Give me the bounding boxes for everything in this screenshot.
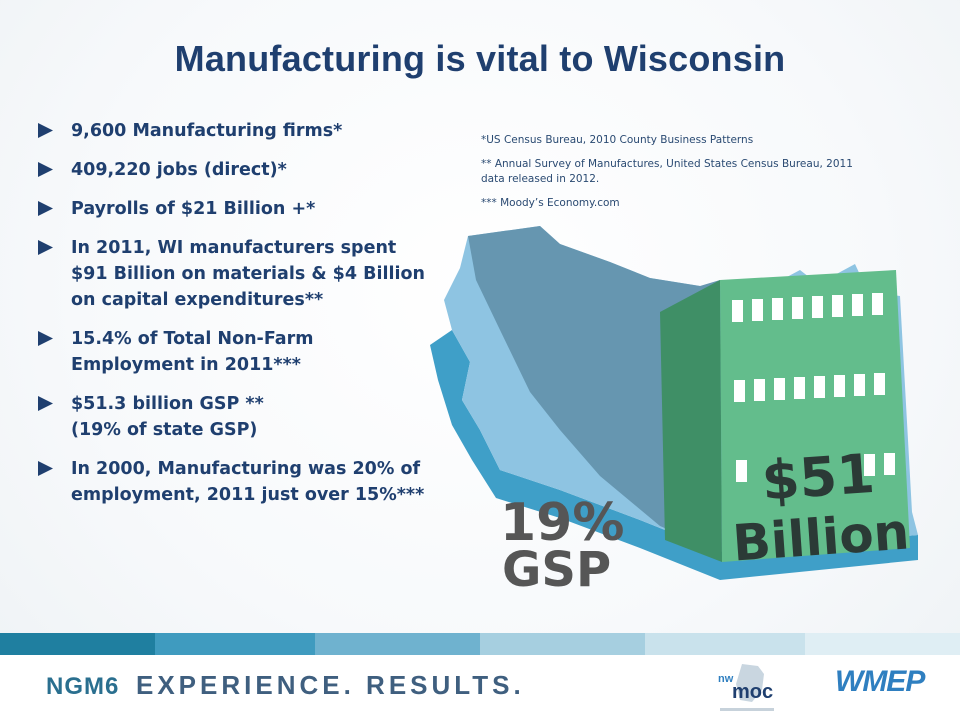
bullet-text: 9,600 Manufacturing firms* bbox=[71, 121, 343, 141]
ngm6-logo: NGM6 bbox=[44, 672, 126, 698]
stripe-segment bbox=[155, 633, 315, 655]
bullet-text: 15.4% of Total Non-Farm Employment in 20… bbox=[71, 329, 314, 375]
bullet-list: 9,600 Manufacturing firms* 409,220 jobs … bbox=[36, 118, 456, 521]
building-windows bbox=[732, 293, 895, 482]
building-front bbox=[720, 270, 910, 562]
stripe-segment bbox=[645, 633, 805, 655]
arrow-bullet-icon bbox=[38, 240, 53, 255]
gsp-label: GSP bbox=[502, 542, 611, 598]
nwmoc-logo-text: moc bbox=[732, 681, 773, 703]
footnote: ** Annual Survey of Manufactures, United… bbox=[481, 158, 853, 185]
value-amount: $51 bbox=[760, 442, 877, 513]
bullet-text: In 2011, WI manufacturers spent $91 Bill… bbox=[71, 238, 425, 310]
stripe-segment bbox=[315, 633, 480, 655]
bullet-text: 409,220 jobs (direct)* bbox=[71, 160, 287, 180]
map-gsp-wedge bbox=[468, 226, 720, 552]
stripe-segment bbox=[805, 633, 960, 655]
bullet-text: Payrolls of $21 Billion +* bbox=[71, 199, 316, 219]
arrow-bullet-icon bbox=[38, 461, 53, 476]
footnote: *** Moody’s Economy.com bbox=[481, 197, 620, 209]
stripe-segment bbox=[0, 633, 155, 655]
arrow-bullet-icon bbox=[38, 396, 53, 411]
bullet-item: $51.3 billion GSP ** (19% of state GSP) bbox=[36, 391, 456, 443]
nwmoc-logo: nw moc bbox=[718, 664, 774, 711]
tagline: EXPERIENCE. RESULTS. bbox=[136, 670, 525, 700]
wmep-logo: WMEP bbox=[835, 665, 925, 698]
footer bbox=[0, 655, 960, 720]
page-title: Manufacturing is vital to Wisconsin bbox=[174, 38, 786, 79]
bullet-text: In 2000, Manufacturing was 20% of employ… bbox=[71, 459, 425, 505]
bullet-item: In 2000, Manufacturing was 20% of employ… bbox=[36, 456, 456, 508]
ngm6-logo-text: NGM6 bbox=[46, 673, 119, 698]
arrow-bullet-icon bbox=[38, 331, 53, 346]
bullet-item: Payrolls of $21 Billion +* bbox=[36, 196, 456, 222]
footnote: *US Census Bureau, 2010 County Business … bbox=[481, 134, 754, 146]
bullet-item: 15.4% of Total Non-Farm Employment in 20… bbox=[36, 326, 456, 378]
footnotes: *US Census Bureau, 2010 County Business … bbox=[481, 133, 861, 220]
building-side bbox=[660, 280, 722, 562]
bullet-item: 409,220 jobs (direct)* bbox=[36, 157, 456, 183]
nwmoc-logo-small-text: nw bbox=[718, 673, 734, 685]
map-side bbox=[430, 330, 918, 580]
stripe-segment bbox=[480, 633, 645, 655]
bullet-item: In 2011, WI manufacturers spent $91 Bill… bbox=[36, 235, 456, 313]
bullet-text: $51.3 billion GSP ** (19% of state GSP) bbox=[71, 394, 264, 440]
gsp-percent: 19% bbox=[500, 493, 624, 553]
arrow-bullet-icon bbox=[38, 162, 53, 177]
value-unit: Billion bbox=[731, 502, 911, 572]
arrow-bullet-icon bbox=[38, 123, 53, 138]
arrow-bullet-icon bbox=[38, 201, 53, 216]
bullet-item: 9,600 Manufacturing firms* bbox=[36, 118, 456, 144]
